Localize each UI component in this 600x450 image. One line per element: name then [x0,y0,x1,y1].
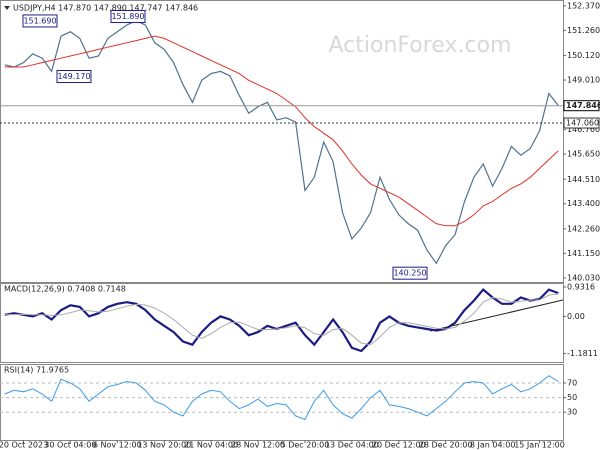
y-tick-label: 151.260 [567,26,600,35]
y-tick-label: 140.030 [567,274,600,283]
x-tick-label: 30 Oct 04:00 [44,441,96,450]
x-tick-label: 28 Nov 12:00 [231,441,285,450]
series-line [4,35,559,227]
annotation-box [110,10,146,24]
y-tick-label: 152.370 [567,1,600,10]
y-tick-label: 144.510 [567,175,600,184]
macd-panel [0,283,564,363]
y-tick-label: 50 [567,393,577,402]
y-tick-label: 149.010 [567,76,600,85]
macd-title: MACD(12,26,9) 0.7408 0.7148 [4,285,126,294]
series-line [4,288,559,353]
y-tick-label: 145.650 [567,150,600,159]
rsi-panel [0,364,564,441]
y-tick-label: -1.1811 [567,349,598,358]
y-tick-label: 150.120 [567,51,600,60]
x-tick-label: 15 Jan 12:00 [514,441,565,450]
annotation-box [392,266,428,280]
level-box [563,117,600,129]
x-tick-label: 13 Nov 20:00 [137,441,191,450]
annotation-label: 151.890 [111,12,144,21]
level-label: 147.060 [566,119,599,128]
x-tick-label: 20 Oct 2023 [0,441,48,450]
y-tick-label: 146.760 [567,125,600,134]
x-tick-label: 13 Dec 04:00 [325,441,379,450]
price-panel [0,0,564,283]
x-tick-label: 20 Dec 12:00 [372,441,426,450]
series-line [4,375,559,421]
y-tick-label: 142.260 [567,224,600,233]
y-tick-label: 141.150 [567,249,600,258]
y-tick-label: 30 [567,408,577,417]
chart-title: USDJPY,H4 147.870 147.890 147.747 147.84… [13,4,198,13]
annotation-label: 149.170 [57,72,90,81]
watermark: ActionForex.com [329,33,512,58]
x-tick-label: 8 Jan 04:00 [470,441,516,450]
y-tick-label: 0.9316 [567,283,595,292]
y-tick-label: 143.400 [567,199,600,208]
last-price-label: 147.846 [566,101,600,110]
x-tick-label: 21 Nov 04:00 [184,441,238,450]
last-price-box [563,100,600,112]
annotation-label: 140.250 [393,269,426,278]
series-line [4,20,559,265]
annotation-box [22,14,58,28]
rsi-title: RSI(14) 71.9765 [4,366,69,375]
menu-triangle [4,6,10,10]
series-line [4,293,559,346]
annotation-label: 151.690 [23,16,56,25]
annotation-box [56,70,92,84]
x-tick-label: 6 Nov 12:00 [93,441,142,450]
x-tick-label: 5 Dec 20:00 [281,441,330,450]
y-tick-label: 70 [567,379,577,388]
x-tick-label: 28 Dec 20:00 [419,441,473,450]
y-tick-label: 0.00 [567,312,585,321]
